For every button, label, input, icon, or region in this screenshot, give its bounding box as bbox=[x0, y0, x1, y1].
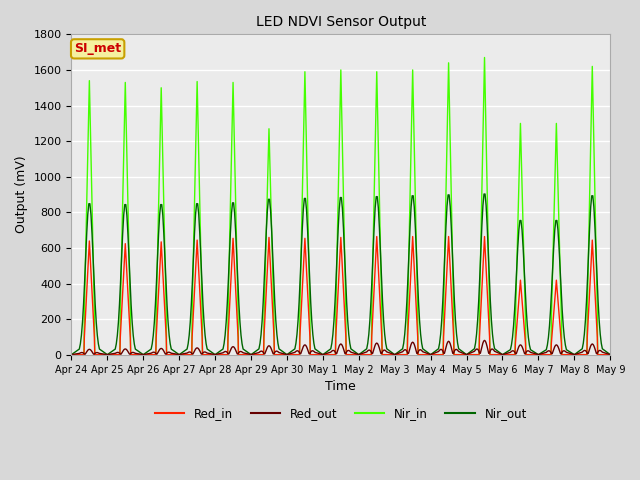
Line: Red_in: Red_in bbox=[72, 237, 611, 355]
Red_in bbox=[140, 352, 147, 358]
Red_out bbox=[131, 350, 139, 356]
Red_out bbox=[481, 337, 488, 343]
Nir_in bbox=[481, 55, 488, 60]
Nir_in bbox=[463, 352, 470, 358]
Nir_in bbox=[301, 69, 308, 74]
Red_in bbox=[594, 352, 602, 358]
Red_out bbox=[68, 352, 76, 358]
Nir_out bbox=[84, 212, 92, 217]
Red_in bbox=[463, 352, 470, 358]
Nir_in bbox=[140, 352, 147, 358]
Red_out bbox=[554, 344, 562, 349]
Nir_in bbox=[607, 352, 614, 358]
Nir_in bbox=[68, 352, 76, 358]
Red_out bbox=[379, 348, 387, 354]
Legend: Red_in, Red_out, Nir_in, Nir_out: Red_in, Red_out, Nir_in, Nir_out bbox=[150, 403, 532, 425]
Nir_out bbox=[588, 193, 596, 199]
Nir_out bbox=[607, 352, 614, 358]
Red_in bbox=[68, 352, 76, 358]
Red_in bbox=[373, 234, 381, 240]
Nir_out bbox=[115, 320, 122, 325]
Line: Nir_out: Nir_out bbox=[72, 194, 611, 355]
Nir_out bbox=[406, 224, 414, 230]
X-axis label: Time: Time bbox=[326, 380, 356, 393]
Nir_out bbox=[480, 191, 488, 197]
Red_out bbox=[94, 350, 102, 356]
Text: SI_met: SI_met bbox=[74, 42, 121, 55]
Y-axis label: Output (mV): Output (mV) bbox=[15, 156, 28, 233]
Line: Nir_in: Nir_in bbox=[72, 58, 611, 355]
Nir_in bbox=[80, 352, 88, 358]
Red_in bbox=[463, 352, 470, 358]
Red_out bbox=[558, 349, 566, 355]
Red_out bbox=[607, 352, 614, 358]
Red_out bbox=[194, 345, 202, 351]
Red_in bbox=[607, 352, 614, 358]
Nir_out bbox=[68, 352, 76, 358]
Nir_out bbox=[126, 280, 134, 286]
Nir_in bbox=[594, 352, 602, 358]
Nir_in bbox=[450, 352, 458, 358]
Red_in bbox=[301, 235, 308, 241]
Title: LED NDVI Sensor Output: LED NDVI Sensor Output bbox=[255, 15, 426, 29]
Line: Red_out: Red_out bbox=[72, 340, 611, 355]
Nir_out bbox=[545, 335, 552, 340]
Red_in bbox=[80, 352, 88, 358]
